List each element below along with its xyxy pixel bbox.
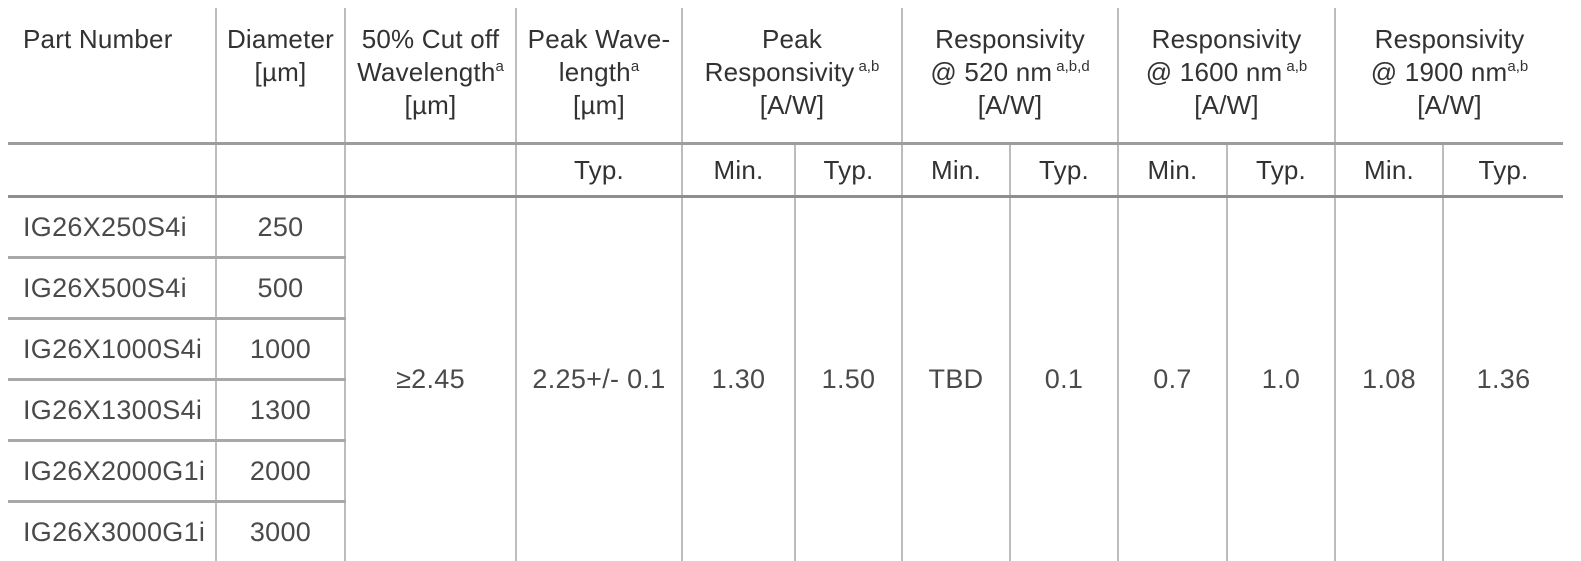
responsivity-1900-min-value: 1.08 [1335, 197, 1443, 561]
diameter-cell: 1000 [216, 319, 345, 380]
header-row-min-typ: Typ. Min. Typ. Min. Typ. Min. Typ. Min. … [8, 144, 1563, 197]
part-number-cell: IG26X3000G1i [8, 502, 216, 561]
subheader-empty [216, 144, 345, 197]
peak-responsivity-min-value: 1.30 [682, 197, 795, 561]
subheader-empty [8, 144, 216, 197]
part-number-cell: IG26X2000G1i [8, 441, 216, 502]
part-number-cell: IG26X1300S4i [8, 380, 216, 441]
footnote-marker: a,b,d [1056, 58, 1089, 75]
header-label: Responsivity [1119, 23, 1334, 56]
header-row-groups: Part Number Diameter [µm] 50% Cut off Wa… [8, 8, 1563, 144]
header-label: Peak Wave- [517, 23, 681, 56]
subheader-typ: Typ. [1227, 144, 1335, 197]
subheader-empty [345, 144, 516, 197]
diameter-cell: 250 [216, 197, 345, 258]
part-number-cell: IG26X250S4i [8, 197, 216, 258]
subheader-typ: Typ. [795, 144, 902, 197]
header-label: Wavelengtha [346, 56, 515, 89]
col-header-responsivity-1900nm: Responsivity @ 1900 nma,b [A/W] [1335, 8, 1563, 144]
peak-responsivity-typ-value: 1.50 [795, 197, 902, 561]
header-label: @ 1900 nma,b [1336, 56, 1563, 89]
header-unit: [A/W] [1119, 89, 1334, 122]
footnote-marker: a,b [858, 58, 879, 75]
spec-table: Part Number Diameter [µm] 50% Cut off Wa… [8, 8, 1563, 561]
footnote-marker: a [496, 58, 504, 75]
part-number-cell: IG26X1000S4i [8, 319, 216, 380]
header-unit: [A/W] [903, 89, 1117, 122]
diameter-cell: 3000 [216, 502, 345, 561]
header-unit: [A/W] [683, 89, 901, 122]
footnote-marker: a [631, 58, 639, 75]
responsivity-520-typ-value: 0.1 [1010, 197, 1118, 561]
header-label: 50% Cut off [346, 23, 515, 56]
header-unit: [µm] [517, 89, 681, 122]
header-unit: [µm] [217, 56, 344, 89]
col-header-peak-wavelength: Peak Wave- lengtha [µm] [516, 8, 682, 144]
diameter-cell: 500 [216, 258, 345, 319]
header-label: Peak [683, 23, 901, 56]
subheader-typ: Typ. [1010, 144, 1118, 197]
col-header-diameter: Diameter [µm] [216, 8, 345, 144]
header-unit: [A/W] [1336, 89, 1563, 122]
header-label: Responsivity [903, 23, 1117, 56]
header-label: Diameter [217, 23, 344, 56]
header-label: Part Number [23, 23, 215, 56]
col-header-cutoff-wavelength: 50% Cut off Wavelengtha [µm] [345, 8, 516, 144]
cutoff-wavelength-value: ≥2.45 [345, 197, 516, 561]
subheader-min: Min. [902, 144, 1010, 197]
part-number-cell: IG26X500S4i [8, 258, 216, 319]
subheader-min: Min. [682, 144, 795, 197]
peak-wavelength-typ-value: 2.25+/- 0.1 [516, 197, 682, 561]
subheader-min: Min. [1335, 144, 1443, 197]
table-row: IG26X250S4i 250 ≥2.45 2.25+/- 0.1 1.30 1… [8, 197, 1563, 258]
diameter-cell: 1300 [216, 380, 345, 441]
header-label: lengtha [517, 56, 681, 89]
col-header-part-number: Part Number [8, 8, 216, 144]
responsivity-1900-typ-value: 1.36 [1443, 197, 1563, 561]
footnote-marker: a,b [1507, 58, 1528, 75]
subheader-typ: Typ. [1443, 144, 1563, 197]
header-label: Responsivity [1336, 23, 1563, 56]
responsivity-1600-typ-value: 1.0 [1227, 197, 1335, 561]
footnote-marker: a,b [1286, 58, 1307, 75]
responsivity-520-min-value: TBD [902, 197, 1010, 561]
subheader-min: Min. [1118, 144, 1227, 197]
spec-table-container: Part Number Diameter [µm] 50% Cut off Wa… [8, 8, 1563, 561]
diameter-cell: 2000 [216, 441, 345, 502]
subheader-typ: Typ. [516, 144, 682, 197]
header-unit: [µm] [346, 89, 515, 122]
responsivity-1600-min-value: 0.7 [1118, 197, 1227, 561]
